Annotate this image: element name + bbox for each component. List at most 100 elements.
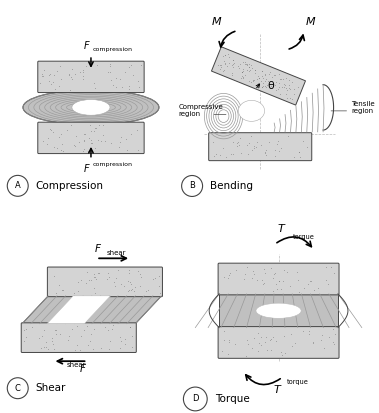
Point — [291, 86, 297, 93]
Point — [51, 346, 57, 353]
Point — [284, 87, 290, 94]
Point — [23, 326, 29, 332]
Point — [57, 331, 63, 337]
Point — [80, 67, 86, 74]
Point — [70, 141, 77, 148]
Point — [238, 150, 244, 156]
Point — [108, 76, 114, 83]
Point — [321, 344, 327, 351]
Point — [244, 142, 250, 149]
Point — [323, 263, 329, 270]
Point — [242, 61, 248, 68]
Point — [87, 338, 93, 344]
Point — [221, 57, 227, 64]
Point — [258, 78, 264, 84]
Point — [73, 132, 79, 139]
Text: torque: torque — [287, 379, 309, 385]
Point — [246, 77, 252, 84]
Point — [251, 77, 257, 83]
Point — [88, 137, 94, 143]
Point — [41, 327, 47, 333]
Point — [218, 64, 224, 70]
Point — [93, 125, 99, 132]
Point — [81, 130, 88, 137]
Point — [226, 272, 232, 279]
Point — [123, 136, 129, 143]
Point — [72, 347, 78, 353]
Point — [297, 154, 303, 160]
FancyBboxPatch shape — [209, 133, 312, 161]
Point — [237, 60, 243, 67]
Point — [249, 64, 255, 71]
Point — [256, 80, 262, 86]
Point — [272, 147, 278, 153]
Point — [49, 338, 55, 345]
Point — [64, 337, 70, 343]
Point — [259, 84, 265, 90]
Point — [37, 80, 43, 86]
Point — [278, 285, 284, 292]
Point — [330, 326, 336, 333]
Point — [332, 330, 338, 337]
Point — [286, 82, 292, 88]
Polygon shape — [22, 296, 161, 324]
Point — [130, 71, 136, 78]
Point — [255, 75, 262, 82]
Point — [87, 121, 93, 128]
Point — [80, 76, 86, 83]
Point — [80, 69, 86, 76]
Point — [240, 59, 246, 65]
Point — [106, 274, 113, 280]
Point — [246, 64, 252, 71]
Point — [255, 73, 261, 80]
Point — [236, 142, 242, 148]
Point — [276, 84, 282, 91]
Point — [91, 273, 97, 280]
Point — [247, 79, 254, 85]
Point — [92, 124, 98, 131]
Point — [51, 143, 57, 150]
Point — [43, 338, 49, 345]
Point — [283, 90, 289, 97]
Point — [66, 71, 72, 78]
Point — [260, 74, 266, 81]
Point — [47, 81, 53, 87]
Point — [226, 338, 232, 345]
Point — [268, 265, 274, 271]
Point — [286, 76, 292, 83]
Point — [323, 276, 329, 283]
Point — [126, 270, 132, 277]
Point — [262, 71, 268, 78]
Point — [117, 76, 124, 83]
Point — [276, 80, 282, 86]
Point — [108, 63, 114, 69]
Point — [274, 86, 280, 93]
Point — [254, 139, 260, 146]
Point — [67, 87, 73, 93]
Point — [301, 284, 307, 291]
Point — [261, 280, 267, 287]
Ellipse shape — [23, 90, 159, 125]
Point — [105, 326, 111, 333]
Point — [330, 339, 337, 346]
Point — [326, 281, 332, 287]
Point — [277, 91, 283, 97]
Point — [331, 269, 337, 276]
Point — [107, 68, 113, 75]
Point — [276, 71, 282, 78]
Point — [41, 67, 47, 74]
Point — [69, 65, 75, 72]
Point — [268, 347, 274, 354]
Point — [246, 140, 252, 147]
Point — [91, 271, 97, 277]
Point — [254, 277, 260, 284]
Point — [152, 275, 158, 281]
Point — [225, 51, 231, 57]
Point — [54, 67, 60, 74]
Point — [102, 138, 108, 144]
Point — [138, 273, 144, 280]
Ellipse shape — [256, 303, 301, 318]
Point — [294, 268, 300, 275]
Point — [263, 152, 269, 159]
Point — [117, 345, 123, 351]
